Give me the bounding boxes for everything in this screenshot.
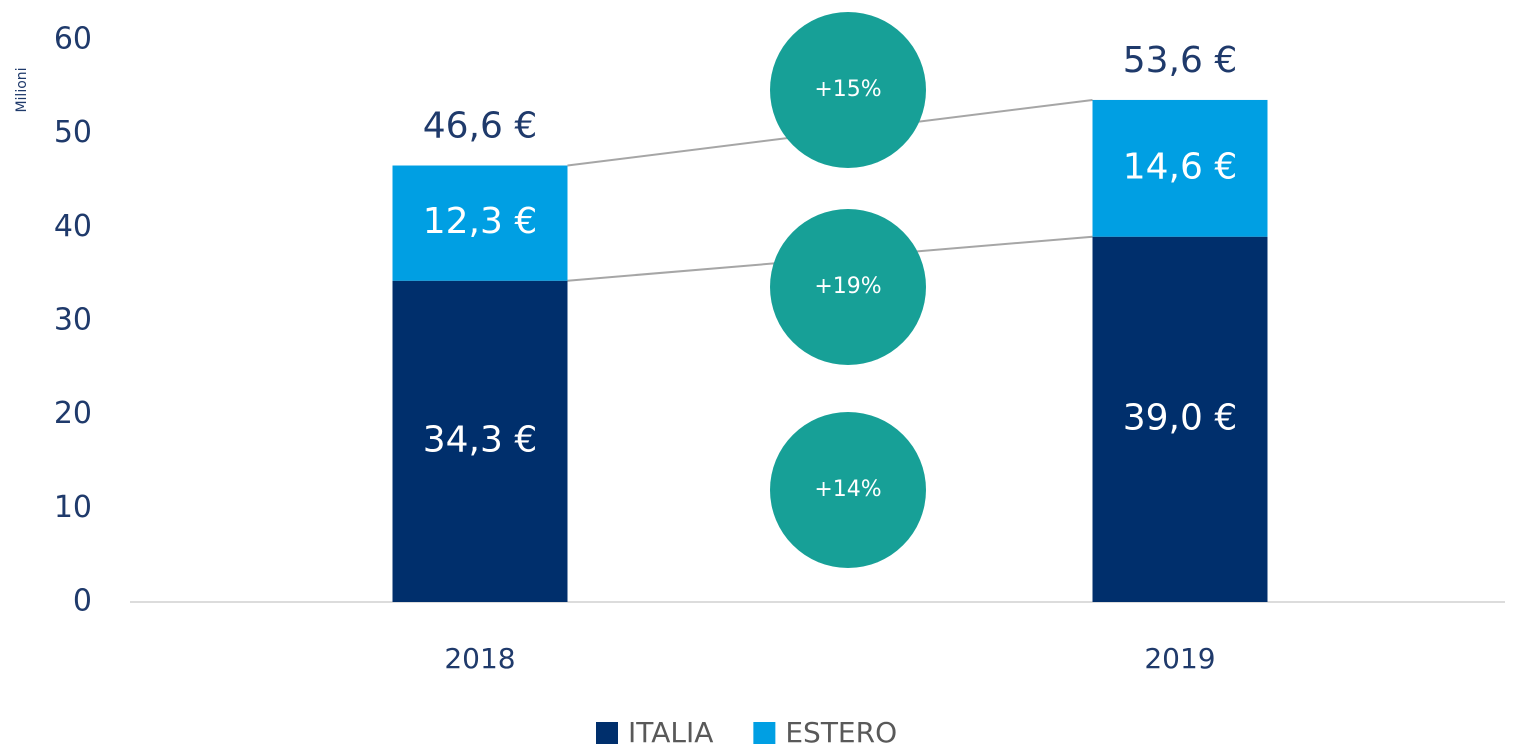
growth-label: +19%: [814, 274, 881, 299]
y-tick-label: 40: [54, 209, 92, 244]
legend-swatch: [753, 722, 776, 744]
total-label: 46,6 €: [423, 106, 538, 147]
bar-segment: [392, 280, 568, 602]
data-label: 39,0 €: [1123, 397, 1238, 438]
legend-swatch: [596, 722, 618, 744]
legend-label: ITALIA: [628, 716, 713, 748]
y-tick-label: 60: [54, 22, 92, 57]
growth-badge: [770, 412, 926, 568]
growth-label: +15%: [814, 77, 881, 102]
total-label: 53,6 €: [1123, 40, 1238, 81]
y-tick-label: 10: [54, 490, 92, 525]
y-tick-label: 50: [54, 115, 92, 150]
bar-segment: [1092, 236, 1268, 602]
legend-label: ESTERO: [785, 716, 897, 748]
data-label: 12,3 €: [423, 201, 538, 242]
x-tick-label: 2019: [1144, 642, 1215, 675]
bar-segment: [1092, 99, 1268, 237]
bar-segment: [392, 165, 568, 281]
x-tick-label: 2018: [444, 642, 515, 675]
growth-badge: [770, 12, 926, 168]
growth-badge: [770, 209, 926, 365]
y-axis-label: Milioni: [14, 67, 30, 112]
y-tick-label: 30: [54, 303, 92, 338]
y-tick-label: 20: [54, 396, 92, 431]
y-tick-label: 0: [73, 584, 92, 619]
data-label: 14,6 €: [1123, 146, 1238, 187]
growth-label: +14%: [814, 477, 881, 502]
data-label: 34,3 €: [423, 419, 538, 460]
